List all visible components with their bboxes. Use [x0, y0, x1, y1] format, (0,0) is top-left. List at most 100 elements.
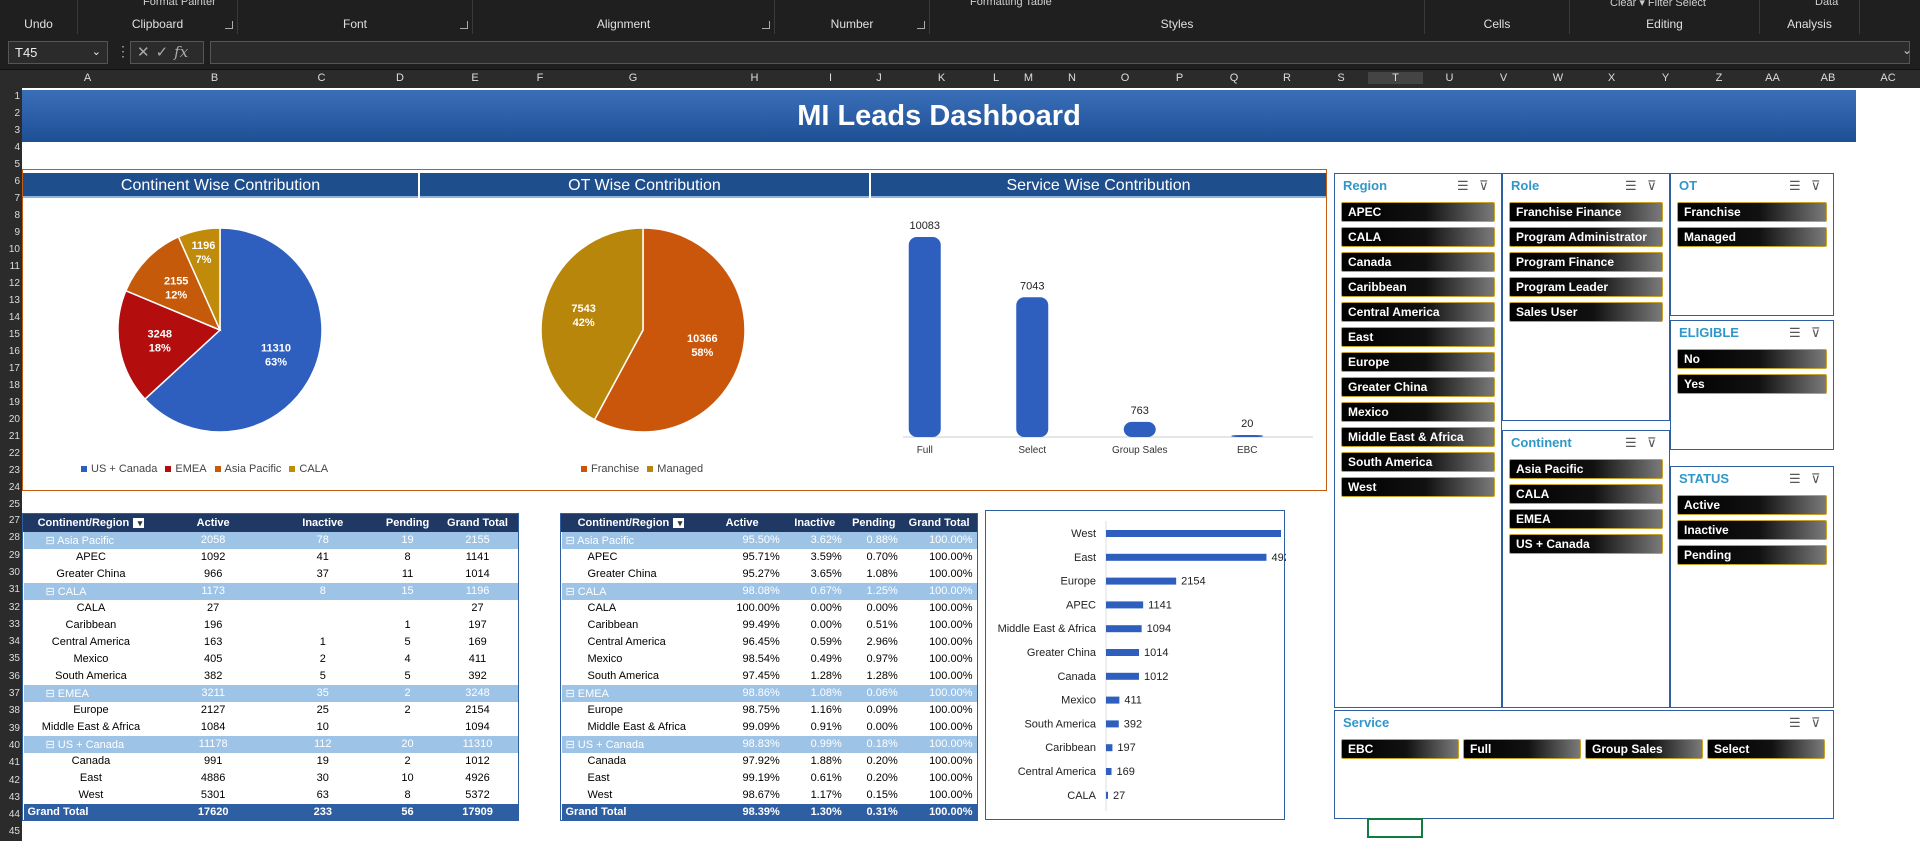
row-header[interactable]: 15: [8, 329, 20, 340]
ribbon-group-clipboard[interactable]: Clipboard Format Painter: [78, 0, 238, 34]
region-bar[interactable]: [1106, 577, 1177, 585]
region-bar[interactable]: [1106, 530, 1281, 537]
column-header[interactable]: Z: [1715, 72, 1723, 84]
continent-pie-chart[interactable]: 11310 63% 3248 18% 2155 12% 1196 7%: [23, 200, 418, 450]
row-header[interactable]: 29: [8, 549, 20, 561]
slicer-item[interactable]: South America: [1341, 452, 1495, 472]
pivot-row-label[interactable]: ⊟ EMEA: [23, 684, 159, 702]
clear-filter-icon[interactable]: ⊽: [1647, 435, 1657, 450]
multi-select-icon[interactable]: ☰: [1789, 325, 1801, 340]
column-header[interactable]: R: [1283, 72, 1291, 84]
ribbon-top-text[interactable]: Clear ▾ Filter Select: [1610, 0, 1706, 9]
column-header[interactable]: F: [536, 72, 544, 84]
slicer-item[interactable]: No: [1677, 349, 1827, 369]
row-header[interactable]: 18: [8, 380, 20, 391]
row-header[interactable]: 2: [14, 108, 20, 119]
service-bar[interactable]: [1123, 421, 1156, 437]
region-bar[interactable]: [1106, 744, 1113, 752]
column-header[interactable]: Y: [1661, 72, 1670, 84]
pivot-header-cell[interactable]: Continent/Region ▾: [23, 514, 159, 532]
multi-select-icon[interactable]: ☰: [1789, 715, 1801, 730]
slicer-item[interactable]: Pending: [1677, 545, 1827, 565]
slicer-item[interactable]: East: [1341, 327, 1495, 347]
slicer-item[interactable]: Program Finance: [1509, 252, 1663, 272]
slicer-item[interactable]: Select: [1707, 739, 1825, 759]
multi-select-icon[interactable]: ☰: [1457, 178, 1469, 193]
row-header[interactable]: 9: [14, 227, 20, 238]
cancel-icon[interactable]: ✕: [137, 44, 156, 61]
row-header[interactable]: 28: [8, 532, 20, 544]
clear-filter-icon[interactable]: ⊽: [1811, 325, 1821, 340]
row-header[interactable]: 40: [8, 739, 20, 751]
ribbon-group-editing[interactable]: Editing Clear ▾ Filter Select: [1570, 0, 1760, 34]
region-bar[interactable]: [1106, 601, 1144, 609]
column-header[interactable]: X: [1607, 72, 1616, 84]
column-header[interactable]: V: [1499, 72, 1508, 84]
row-header[interactable]: 11: [9, 261, 20, 272]
row-header[interactable]: 4: [14, 142, 20, 153]
slicer-item[interactable]: Active: [1677, 495, 1827, 515]
column-header[interactable]: L: [992, 72, 1000, 84]
column-header[interactable]: H: [750, 72, 759, 84]
pivot-row-label[interactable]: ⊟ CALA: [561, 582, 701, 600]
row-header[interactable]: 20: [8, 414, 20, 425]
row-header[interactable]: 36: [8, 670, 20, 682]
slicer-item[interactable]: CALA: [1509, 484, 1663, 504]
ribbon-group-number[interactable]: Number: [775, 0, 930, 34]
formula-input[interactable]: [210, 41, 1910, 64]
row-header[interactable]: 38: [8, 705, 20, 717]
region-bar[interactable]: [1106, 768, 1112, 775]
column-header[interactable]: AA: [1765, 72, 1780, 84]
chevron-down-icon[interactable]: ⌄: [91, 46, 101, 58]
ot-pie-chart[interactable]: 10366 58% 7543 42%: [420, 200, 869, 450]
slicer-item[interactable]: Group Sales: [1585, 739, 1703, 759]
function-icon[interactable]: fx: [174, 43, 189, 61]
row-header[interactable]: 34: [8, 636, 20, 648]
ribbon-group-undo[interactable]: Undo: [0, 0, 78, 34]
row-header[interactable]: 23: [8, 465, 20, 476]
slicer-item[interactable]: Caribbean: [1341, 277, 1495, 297]
slicer-item[interactable]: CALA: [1341, 227, 1495, 247]
column-header[interactable]: Q: [1229, 72, 1239, 84]
column-header[interactable]: I: [828, 72, 833, 84]
service-bar[interactable]: [1231, 435, 1264, 437]
dialog-launcher-icon[interactable]: [917, 21, 925, 29]
clear-filter-icon[interactable]: ⊽: [1647, 178, 1657, 193]
pivot-row-label[interactable]: ⊟ CALA: [23, 582, 159, 600]
dialog-launcher-icon[interactable]: [460, 21, 468, 29]
ribbon-group-styles[interactable]: Styles Formatting Table: [930, 0, 1425, 34]
multi-select-icon[interactable]: ☰: [1625, 435, 1637, 450]
row-header[interactable]: 25: [8, 499, 20, 510]
ribbon-top-text[interactable]: Formatting Table: [970, 0, 1052, 8]
service-bar[interactable]: [1016, 297, 1049, 437]
slicer-item[interactable]: Franchise Finance: [1509, 202, 1663, 222]
row-header[interactable]: 12: [8, 278, 20, 289]
slicer-item[interactable]: Managed: [1677, 227, 1827, 247]
expand-formula-icon[interactable]: ⌄: [1901, 43, 1912, 57]
row-header[interactable]: 30: [8, 566, 20, 578]
ribbon-group-cells[interactable]: Cells: [1425, 0, 1570, 34]
dialog-launcher-icon[interactable]: [762, 21, 770, 29]
pie-slice[interactable]: [117, 289, 222, 401]
clear-filter-icon[interactable]: ⊽: [1479, 178, 1489, 193]
name-box[interactable]: T45 ⌄: [8, 41, 108, 64]
row-header[interactable]: 39: [8, 722, 20, 734]
column-header[interactable]: P: [1175, 72, 1184, 84]
column-header[interactable]: O: [1120, 72, 1130, 84]
slicer-item[interactable]: US + Canada: [1509, 534, 1663, 554]
pie-slice[interactable]: [177, 227, 221, 331]
region-bar[interactable]: [1106, 649, 1140, 656]
row-header[interactable]: 8: [14, 210, 20, 221]
row-header[interactable]: 44: [8, 809, 20, 821]
region-bar[interactable]: [1106, 553, 1267, 561]
slicer-item[interactable]: APEC: [1341, 202, 1495, 222]
row-header[interactable]: 24: [8, 482, 20, 493]
ribbon-top-text[interactable]: Format Painter: [143, 0, 216, 8]
row-header[interactable]: 17: [8, 363, 20, 374]
column-header[interactable]: D: [396, 72, 404, 84]
slicer-item[interactable]: Yes: [1677, 374, 1827, 394]
row-header[interactable]: 37: [8, 688, 20, 699]
clear-filter-icon[interactable]: ⊽: [1811, 178, 1821, 193]
clear-filter-icon[interactable]: ⊽: [1811, 715, 1821, 730]
region-bar[interactable]: [1106, 672, 1139, 680]
